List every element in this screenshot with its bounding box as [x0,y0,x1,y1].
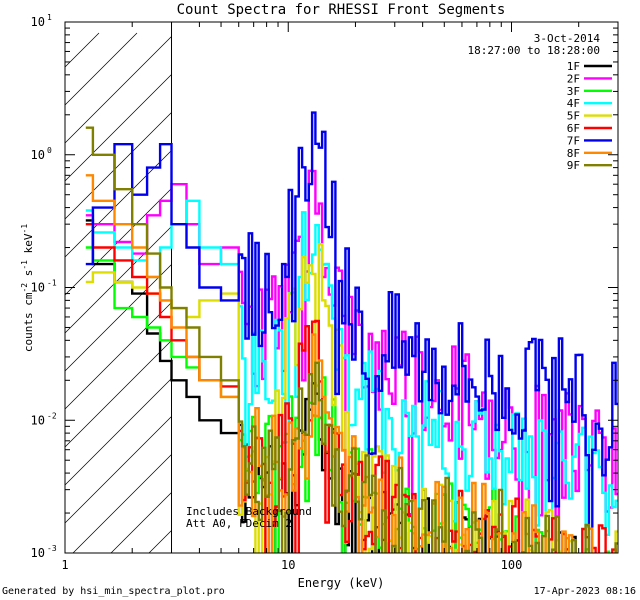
legend-label-4f: 4F [567,97,580,110]
legend-label-3f: 3F [567,85,580,98]
series-line-6f [85,223,617,553]
date-text: 3-Oct-2014 [534,32,601,45]
y-tick-label: 10 [31,413,45,427]
legend-label-1f: 1F [567,60,580,73]
series-layer [85,22,618,553]
series-line-9f [85,126,618,553]
time-range-text: 18:27:00 to 18:28:00 [468,44,600,57]
x-axis-label: Energy (keV) [298,576,385,590]
y-tick-exponent: -2 [47,411,57,420]
y-tick-exponent: -1 [47,279,57,288]
legend-label-2f: 2F [567,72,580,85]
series-line-4f [85,199,618,553]
y-tick-label: 10 [31,148,45,162]
hatch-line [65,35,172,144]
hatch-line [65,377,172,486]
x-tick-label: 1 [61,558,68,572]
legend-label-7f: 7F [567,134,580,147]
series-line-7f [85,111,618,553]
hatch-line [605,33,640,553]
legend-label-9f: 9F [567,159,580,172]
legend-label-5f: 5F [567,110,580,123]
legend-label-6f: 6F [567,122,580,135]
footer-generated-by: Generated by hsi_min_spectra_plot.pro [2,586,225,597]
x-tick-label: 10 [281,558,295,572]
y-axis-label: counts cm-2 s-1 keV-1 [20,224,35,352]
hatch-line [65,187,172,296]
x-tick-label: 100 [501,558,523,572]
y-tick-exponent: 1 [47,13,52,22]
y-tick-exponent: -3 [47,544,57,553]
hatch-line [72,453,172,553]
y-tick-label: 10 [31,15,45,29]
annotation-background: Includes Background [186,505,312,518]
hatch-line [65,73,172,182]
y-tick-label: 10 [31,281,45,295]
hatch-line [65,225,172,334]
y-tick-label: 10 [31,546,45,560]
hatch-line [65,111,172,220]
footer-timestamp: 17-Apr-2023 08:16 [534,586,636,597]
hatch-line [377,33,640,553]
chart-title: Count Spectra for RHESSI Front Segments [177,2,506,18]
hatch-line [65,415,172,524]
hatch-line [65,32,100,68]
legend-label-8f: 8F [567,147,580,160]
annotation-attenuator: Att A0, FDecim 2 [186,517,292,530]
y-tick-exponent: 0 [47,146,52,155]
